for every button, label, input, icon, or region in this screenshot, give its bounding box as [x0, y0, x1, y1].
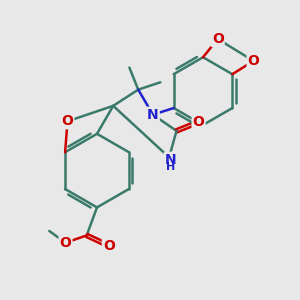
Text: N: N	[147, 108, 159, 122]
Text: N: N	[165, 153, 176, 167]
Text: O: O	[60, 236, 71, 250]
Text: O: O	[103, 239, 115, 253]
Text: O: O	[212, 32, 224, 46]
Text: H: H	[166, 162, 175, 172]
Text: O: O	[248, 54, 260, 68]
Text: O: O	[193, 115, 205, 129]
Text: O: O	[61, 114, 74, 128]
